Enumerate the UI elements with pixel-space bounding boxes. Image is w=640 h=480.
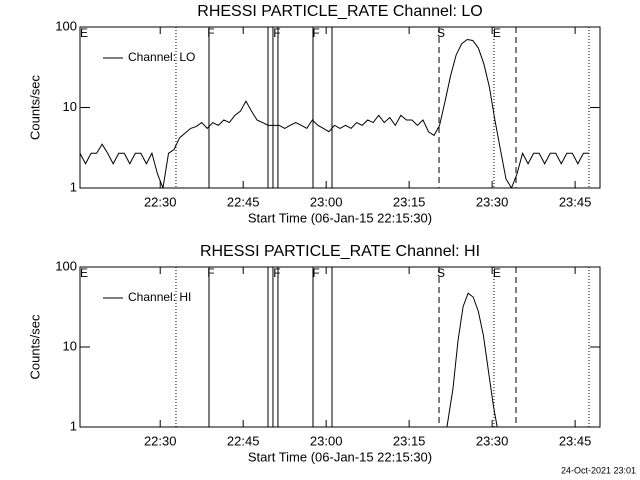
chart-title: RHESSI PARTICLE_RATE Channel: LO <box>197 3 482 20</box>
x-tick-label: 23:00 <box>310 194 343 209</box>
flag-label: E <box>80 266 88 280</box>
y-tick-label: 1 <box>70 179 77 194</box>
x-tick-label: 22:30 <box>144 433 177 448</box>
data-line <box>446 292 498 427</box>
footer: 24-Oct-2021 23:01 <box>561 465 636 475</box>
flag-label: F <box>312 26 319 40</box>
flag-label: F <box>273 266 280 280</box>
flag-label: E <box>493 26 501 40</box>
flag-label: F <box>312 266 319 280</box>
x-axis-label: Start Time (06-Jan-15 22:15:30) <box>248 449 432 464</box>
chart-title: RHESSI PARTICLE_RATE Channel: HI <box>200 243 480 260</box>
y-tick-label: 1 <box>70 418 77 433</box>
y-tick-label: 100 <box>55 18 77 33</box>
legend-label: Channel: LO <box>128 50 195 64</box>
flag-label: S <box>437 26 445 40</box>
y-axis-label: Counts/sec <box>27 74 42 140</box>
y-tick-label: 10 <box>63 338 77 353</box>
x-tick-label: 22:45 <box>227 433 260 448</box>
x-tick-label: 23:45 <box>559 194 592 209</box>
flag-label: S <box>437 266 445 280</box>
y-tick-label: 10 <box>63 99 77 114</box>
flag-label: F <box>207 26 214 40</box>
legend-label: Channel: HI <box>128 290 191 304</box>
flag-label: F <box>207 266 214 280</box>
x-tick-label: 23:30 <box>476 194 509 209</box>
x-tick-label: 23:15 <box>393 433 426 448</box>
x-tick-label: 23:15 <box>393 194 426 209</box>
data-line <box>80 38 589 188</box>
flag-label: E <box>493 266 501 280</box>
x-tick-label: 23:00 <box>310 433 343 448</box>
x-tick-label: 23:45 <box>559 433 592 448</box>
x-axis-label: Start Time (06-Jan-15 22:15:30) <box>248 210 432 225</box>
x-tick-label: 22:30 <box>144 194 177 209</box>
y-axis-label: Counts/sec <box>27 314 42 380</box>
x-tick-label: 22:45 <box>227 194 260 209</box>
x-tick-label: 23:30 <box>476 433 509 448</box>
flag-label: F <box>273 26 280 40</box>
flag-label: E <box>80 26 88 40</box>
y-tick-label: 100 <box>55 258 77 273</box>
